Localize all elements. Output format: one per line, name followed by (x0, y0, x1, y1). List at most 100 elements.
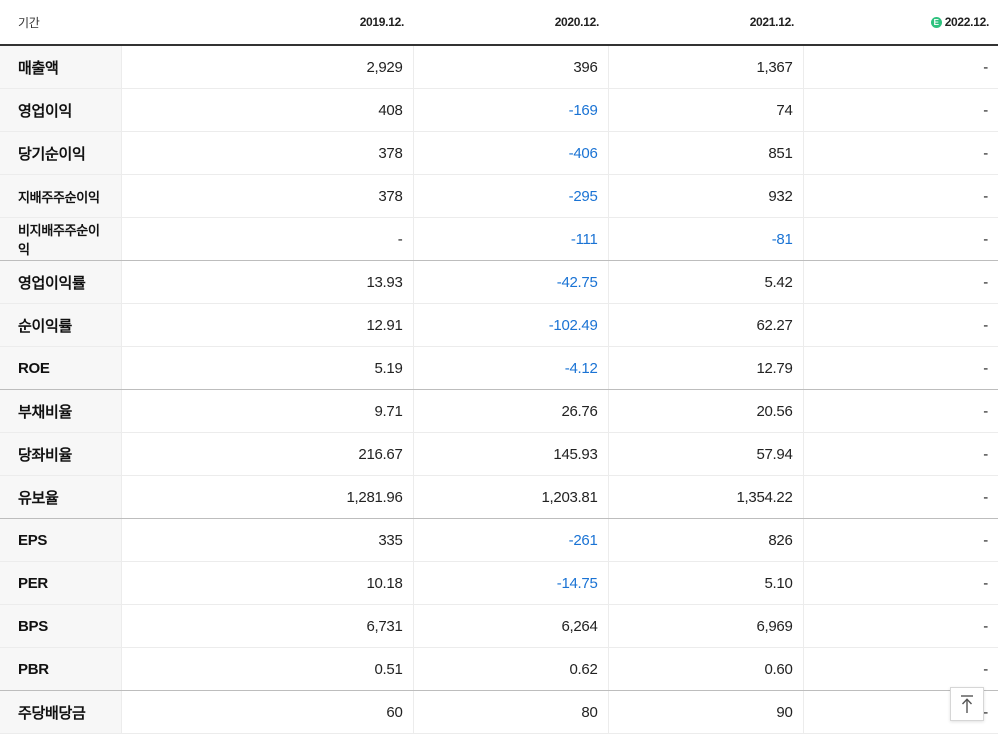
row-label: PER (0, 561, 121, 605)
cell-value: 932 (607, 174, 803, 218)
cell-value: 5.42 (607, 260, 803, 304)
cell-value: 13.93 (120, 260, 413, 304)
cell-value: 0.62 (412, 647, 608, 691)
cell-value: - (802, 88, 998, 132)
cell-value: 396 (412, 45, 608, 89)
cell-value: 62.27 (607, 303, 803, 347)
cell-value: 5.10 (607, 561, 803, 605)
table-row-net-income: 당기순이익 378 -406 851 - (0, 131, 998, 175)
cell-value: -169 (412, 88, 608, 132)
table-row-revenue: 매출액 2,929 396 1,367 - (0, 45, 998, 89)
cell-value: - (802, 217, 998, 261)
cell-value: 26.76 (412, 389, 608, 433)
cell-value: 851 (607, 131, 803, 175)
row-label: 매출액 (0, 45, 121, 89)
header-row: 기간 2019.12. 2020.12. 2021.12. E 2022.12. (0, 0, 998, 46)
row-label: 순이익률 (0, 303, 121, 347)
cell-value: -261 (412, 518, 608, 562)
cell-value: -4.12 (412, 346, 608, 390)
cell-value: - (802, 389, 998, 433)
cell-value: -42.75 (412, 260, 608, 304)
cell-value: -102.49 (412, 303, 608, 347)
table-row-net-margin: 순이익률 12.91 -102.49 62.27 - (0, 303, 998, 347)
row-label: 당좌비율 (0, 432, 121, 476)
period-label-header: 기간 (0, 0, 121, 46)
cell-value: 74 (607, 88, 803, 132)
cell-value: 378 (120, 131, 413, 175)
cell-value: 826 (607, 518, 803, 562)
row-label: BPS (0, 604, 121, 648)
table-row-per: PER 10.18 -14.75 5.10 - (0, 561, 998, 605)
cell-value: - (802, 647, 998, 691)
cell-value: 1,281.96 (120, 475, 413, 519)
cell-value: - (802, 604, 998, 648)
cell-value: 60 (120, 690, 413, 734)
cell-value: 335 (120, 518, 413, 562)
cell-value: - (802, 303, 998, 347)
cell-value: - (802, 174, 998, 218)
cell-value: -81 (607, 217, 803, 261)
table-body: 매출액 2,929 396 1,367 - 영업이익 408 -169 74 -… (0, 45, 998, 734)
table-row-operating-profit: 영업이익 408 -169 74 - (0, 88, 998, 132)
cell-value: - (120, 217, 413, 261)
cell-value: 6,264 (412, 604, 608, 648)
cell-value: 1,203.81 (412, 475, 608, 519)
scroll-to-top-button[interactable] (950, 687, 984, 721)
row-label: 영업이익 (0, 88, 121, 132)
cell-value: 80 (412, 690, 608, 734)
table-row-quick-ratio: 당좌비율 216.67 145.93 57.94 - (0, 432, 998, 476)
period-header-2019: 2019.12. (121, 0, 413, 46)
cell-value: - (802, 45, 998, 89)
cell-value: - (802, 432, 998, 476)
cell-value: 12.91 (120, 303, 413, 347)
cell-value: -295 (412, 174, 608, 218)
period-header-2022-label: 2022.12. (944, 15, 990, 29)
row-label: PBR (0, 647, 121, 691)
cell-value: 145.93 (412, 432, 608, 476)
cell-value: 408 (120, 88, 413, 132)
table-row-bps: BPS 6,731 6,264 6,969 - (0, 604, 998, 648)
row-label: 주당배당금 (0, 690, 121, 734)
period-header-2022-estimate: E 2022.12. (803, 0, 998, 46)
table-row-controlling-net-income: 지배주주순이익 378 -295 932 - (0, 174, 998, 218)
cell-value: 10.18 (120, 561, 413, 605)
period-header-2020: 2020.12. (413, 0, 608, 46)
cell-value: -406 (412, 131, 608, 175)
cell-value: 378 (120, 174, 413, 218)
row-label: 유보율 (0, 475, 121, 519)
table-row-eps: EPS 335 -261 826 - (0, 518, 998, 562)
estimate-badge-icon: E (930, 17, 942, 28)
table-row-noncontrolling-net-income: 비지배주주순이익 - -111 -81 - (0, 217, 998, 261)
cell-value: 2,929 (120, 45, 413, 89)
arrow-up-to-line-icon (961, 695, 973, 713)
row-label: 영업이익률 (0, 260, 121, 304)
cell-value: 12.79 (607, 346, 803, 390)
cell-value: - (802, 346, 998, 390)
cell-value: 6,969 (607, 604, 803, 648)
row-label: EPS (0, 518, 121, 562)
table-row-pbr: PBR 0.51 0.62 0.60 - (0, 647, 998, 691)
cell-value: - (802, 260, 998, 304)
cell-value: - (802, 561, 998, 605)
cell-value: - (802, 131, 998, 175)
table-row-debt-ratio: 부채비율 9.71 26.76 20.56 - (0, 389, 998, 433)
cell-value: 5.19 (120, 346, 413, 390)
cell-value: -14.75 (412, 561, 608, 605)
row-label: ROE (0, 346, 121, 390)
table-row-dividend-per-share: 주당배당금 60 80 90 - (0, 690, 998, 734)
cell-value: 1,367 (607, 45, 803, 89)
period-header-2021: 2021.12. (608, 0, 803, 46)
row-label: 지배주주순이익 (0, 174, 121, 218)
cell-value: 216.67 (120, 432, 413, 476)
row-label: 비지배주주순이익 (0, 217, 121, 261)
cell-value: 0.60 (607, 647, 803, 691)
cell-value: 57.94 (607, 432, 803, 476)
cell-value: -111 (412, 217, 608, 261)
table-row-operating-margin: 영업이익률 13.93 -42.75 5.42 - (0, 260, 998, 304)
cell-value: 0.51 (120, 647, 413, 691)
row-label: 부채비율 (0, 389, 121, 433)
row-label: 당기순이익 (0, 131, 121, 175)
cell-value: 6,731 (120, 604, 413, 648)
cell-value: 1,354.22 (607, 475, 803, 519)
